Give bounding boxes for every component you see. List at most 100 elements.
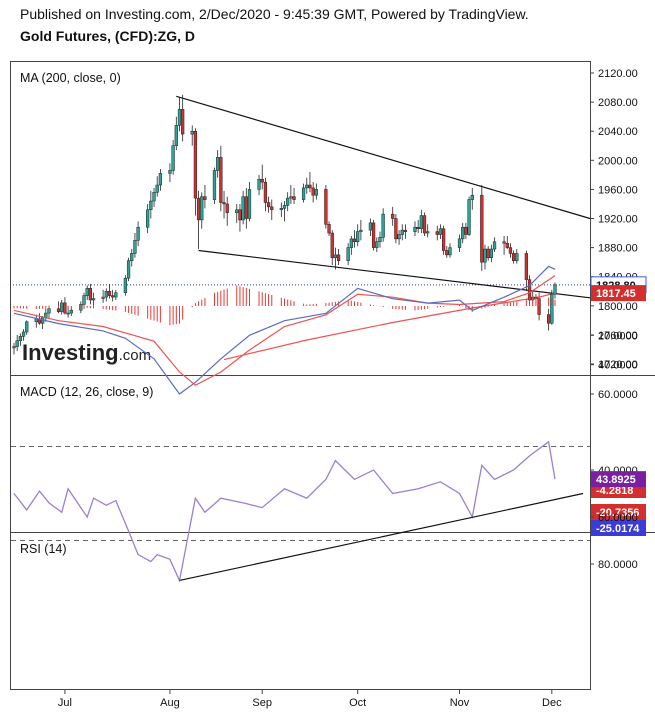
rsi-trendline [179, 492, 584, 582]
price-tick-label: 2120.00 [598, 68, 638, 80]
candle-body [492, 241, 497, 250]
candle-body [397, 234, 401, 240]
candle-body [21, 331, 26, 337]
candle-body [222, 202, 226, 205]
candle-body [448, 247, 452, 256]
candle-body [130, 253, 134, 261]
macd-value-badge-label: -25.0174 [596, 523, 640, 535]
candle-body [470, 194, 474, 200]
candle-body [257, 178, 261, 190]
candle-body [88, 288, 93, 301]
candle-body [260, 178, 264, 183]
candle-body [152, 192, 156, 202]
candle-body [502, 241, 506, 244]
candle-body [149, 200, 153, 211]
price-tick-label: 1800.00 [598, 301, 638, 313]
candle-body [505, 242, 509, 248]
candle-body [15, 340, 19, 347]
date-tick-label: Nov [450, 697, 470, 709]
candle-body [225, 203, 229, 213]
macd-signal-badge [591, 504, 646, 520]
price-tick-label: 1880.00 [598, 243, 638, 255]
candle-body [461, 226, 465, 240]
chart-header: Published on Investing.com, 2/Dec/2020 -… [20, 6, 640, 44]
candle-body [279, 208, 283, 211]
candle-body [349, 238, 353, 248]
candle-body [508, 247, 513, 254]
candle-body [457, 238, 462, 248]
candle-body [126, 260, 131, 279]
macd-tick-label: 20.0000 [598, 330, 638, 342]
candle-body [483, 248, 487, 263]
price-tick-label: 1760.00 [598, 330, 638, 342]
candle-body [441, 228, 446, 251]
candle-body [486, 248, 490, 259]
published-caption: Published on Investing.com, 2/Dec/2020 -… [20, 6, 529, 22]
candle-body [327, 224, 331, 234]
candle-body [547, 314, 551, 324]
macd-histogram-badge-label: -4.2818 [596, 485, 633, 497]
price-trendline [198, 249, 591, 299]
candle-body [301, 187, 306, 200]
candle-body [114, 292, 118, 298]
candle-body [133, 240, 137, 254]
price-panel-label: MA (200, close, 0) [20, 71, 121, 85]
candle-body [56, 308, 61, 312]
candle-body [426, 231, 430, 234]
candle-body [270, 206, 274, 211]
date-tick-label: Jul [58, 697, 72, 709]
candle-body [168, 170, 172, 174]
macd-tick-label: 60.0000 [598, 389, 638, 401]
price-tick-label: 1920.00 [598, 214, 638, 226]
candle-body [181, 109, 185, 135]
date-tick-label: Sep [252, 697, 272, 709]
rsi-panel-label: RSI (14) [20, 542, 67, 556]
candle-body [438, 228, 443, 235]
candle-body [381, 213, 385, 238]
candle-body [553, 284, 557, 295]
candle-body [419, 215, 423, 229]
price-tick-label: 1960.00 [598, 184, 638, 196]
candle-body [196, 197, 201, 221]
candle-body [34, 318, 38, 323]
candle-body [190, 130, 194, 135]
logo-suffix: .com [119, 347, 152, 364]
candle-body [216, 157, 220, 171]
candle-body [305, 184, 309, 189]
price-trendline [176, 95, 591, 220]
date-tick-label: Oct [349, 697, 366, 709]
ma-value-badge [591, 285, 646, 302]
candle-body [445, 250, 449, 256]
rsi-tick-label: 80.0000 [598, 559, 638, 571]
candle-body [174, 125, 178, 146]
macd-panel-label: MACD (12, 26, close, 9) [20, 385, 153, 399]
candle-body [416, 226, 420, 229]
candle-body [308, 184, 312, 189]
candle-body [203, 196, 207, 200]
candle-body [171, 145, 175, 171]
date-tick-label: Dec [542, 697, 562, 709]
price-tick-label: 1720.00 [598, 359, 638, 371]
candle-body [333, 254, 338, 259]
macd-signal-badge-label: -20.7356 [596, 507, 639, 519]
candle-body [111, 295, 115, 298]
candle-body [107, 291, 112, 296]
candle-body [238, 209, 242, 221]
date-tick-label: Aug [160, 697, 180, 709]
candle-body [489, 248, 493, 259]
candle-body [101, 296, 105, 299]
candle-body [18, 336, 22, 341]
candle-body [289, 196, 293, 199]
macd-line [13, 265, 556, 395]
candle-body [66, 312, 70, 315]
candle-body [356, 231, 360, 243]
ma200-line [223, 292, 556, 361]
candle-body [359, 229, 363, 232]
ma-value-label: 1817.45 [596, 288, 636, 300]
candle-body [282, 205, 287, 209]
investing-logo: Investing.com [22, 340, 151, 365]
candle-body [266, 202, 271, 208]
candle-body [25, 321, 29, 333]
candle-body [311, 187, 315, 196]
